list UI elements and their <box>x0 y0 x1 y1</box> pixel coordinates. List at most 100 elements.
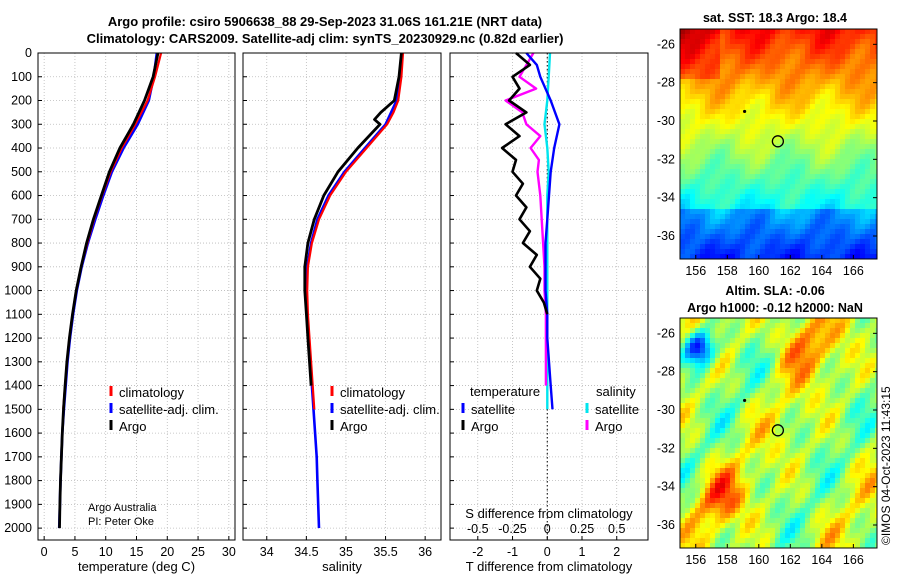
map-cell <box>815 433 821 439</box>
map-cell <box>785 229 791 235</box>
map-cell <box>695 443 701 449</box>
map-cell <box>805 433 811 439</box>
map-cell <box>700 234 706 240</box>
map-cell <box>805 239 811 245</box>
map-cell <box>830 49 836 55</box>
map-cell <box>850 493 856 499</box>
map-cell <box>835 174 841 180</box>
map-cell <box>695 134 701 140</box>
map-cell <box>820 348 826 354</box>
map-cell <box>815 114 821 120</box>
map-cell <box>740 99 746 105</box>
map-cell <box>795 498 801 504</box>
map-cell <box>760 368 766 374</box>
map-cell <box>805 209 811 215</box>
map-cell <box>865 154 871 160</box>
map-cell <box>775 159 781 165</box>
map-cell <box>735 234 741 240</box>
map-cell <box>755 393 761 399</box>
map-cell <box>685 513 691 519</box>
map-cell <box>695 478 701 484</box>
map-cell <box>825 488 831 494</box>
map-cell <box>870 74 876 80</box>
map-cell <box>715 199 721 205</box>
map-cell <box>760 174 766 180</box>
x-tick-label: 25 <box>191 545 205 559</box>
map-cell <box>775 448 781 454</box>
map-cell <box>690 518 696 524</box>
map-cell <box>740 134 746 140</box>
map-cell <box>780 498 786 504</box>
map-cell <box>680 89 686 95</box>
map-cell <box>800 383 806 389</box>
map-cell <box>840 363 846 369</box>
map-cell <box>875 383 878 389</box>
map-cell <box>710 378 716 384</box>
map-cell <box>875 478 878 484</box>
map-cell <box>820 134 826 140</box>
map-cell <box>740 323 746 329</box>
map-cell <box>745 159 751 165</box>
map-cell <box>790 34 796 40</box>
map-cell <box>735 144 741 150</box>
map-cell <box>805 383 811 389</box>
map-cell <box>720 74 726 80</box>
map-cell <box>790 403 796 409</box>
map-cell <box>750 513 756 519</box>
map-cell <box>705 129 711 135</box>
map-cell <box>845 458 851 464</box>
map-cell <box>800 29 806 35</box>
map-cell <box>790 503 796 509</box>
map-cell <box>770 94 776 100</box>
map-cell <box>820 154 826 160</box>
map-cell <box>795 204 801 210</box>
map-cell <box>825 368 831 374</box>
map-cell <box>795 388 801 394</box>
map-cell <box>735 483 741 489</box>
map-cell <box>725 44 731 50</box>
map-cell <box>750 393 756 399</box>
map-cell <box>755 468 761 474</box>
map-cell <box>750 483 756 489</box>
map-cell <box>730 418 736 424</box>
map-cell <box>780 503 786 509</box>
map-cell <box>745 518 751 524</box>
map-cell <box>820 104 826 110</box>
map-cell <box>825 458 831 464</box>
map-cell <box>740 144 746 150</box>
map-cell <box>765 508 771 514</box>
map-cell <box>830 129 836 135</box>
map-cell <box>720 199 726 205</box>
map-cell <box>800 199 806 205</box>
map-cell <box>845 378 851 384</box>
map-cell <box>700 443 706 449</box>
map-cell <box>825 388 831 394</box>
map-cell <box>680 59 686 65</box>
map-cell <box>870 488 876 494</box>
map-cell <box>830 114 836 120</box>
map-cell <box>850 408 856 414</box>
map-cell <box>840 174 846 180</box>
map-cell <box>690 124 696 130</box>
map-cell <box>725 194 731 200</box>
map-cell <box>825 229 831 235</box>
map-cell <box>855 383 861 389</box>
map-cell <box>875 523 878 529</box>
map-cell <box>715 149 721 155</box>
map-cell <box>750 34 756 40</box>
map-cell <box>690 403 696 409</box>
map-cell <box>800 189 806 195</box>
map-cell <box>820 363 826 369</box>
map-cell <box>785 54 791 60</box>
map-cell <box>755 44 761 50</box>
map-cell <box>725 29 731 35</box>
map-cell <box>730 353 736 359</box>
map-cell <box>750 39 756 45</box>
map-cell <box>695 463 701 469</box>
map-cell <box>735 44 741 50</box>
map-cell <box>720 493 726 499</box>
x-tick-label: 1 <box>579 545 586 559</box>
map-cell <box>860 383 866 389</box>
map-cell <box>730 378 736 384</box>
profile-location-marker <box>771 135 785 148</box>
